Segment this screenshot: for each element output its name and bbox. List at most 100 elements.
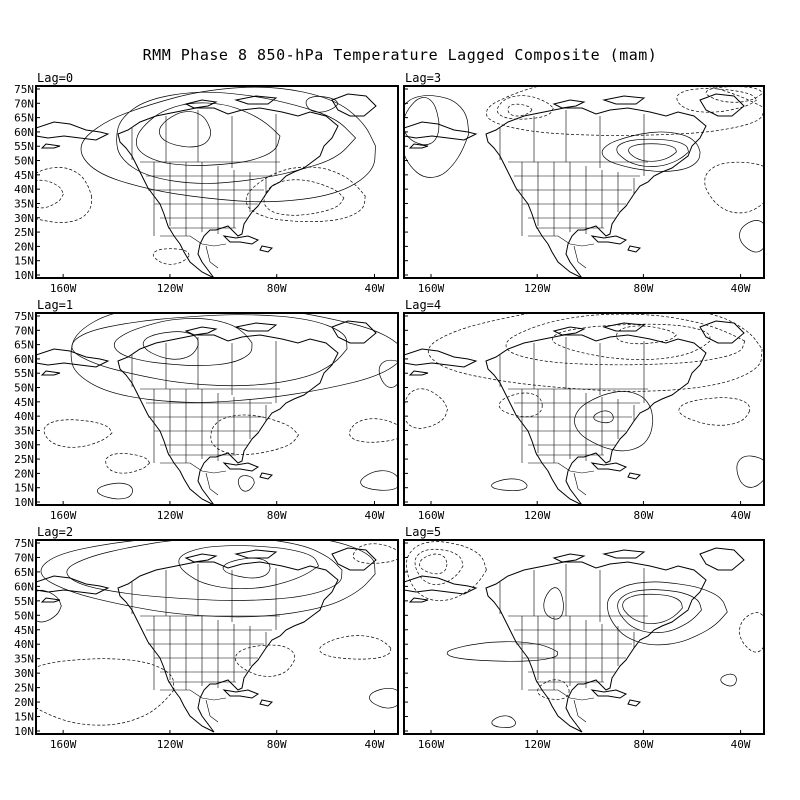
warm-anomaly-shading [66,540,343,601]
cool-anomaly-shading [352,543,398,564]
warm-anomaly-shading [593,410,614,424]
panel-frame [35,85,399,279]
lon-tick-label: 120W [157,509,184,522]
cool-anomaly-shading [263,179,345,216]
warm-anomaly-shading [622,593,683,624]
warm-anomaly-shading [178,545,320,590]
lat-tick-label: 25N [14,226,34,239]
cool-anomaly-shading [705,86,763,103]
map-panel-4: Lag=4 160W 120W 80W 40W [403,298,765,522]
lon-tick-label: 80W [267,282,287,295]
lon-tick-label: 40W [731,738,751,751]
panel-lag-label: Lag=2 [37,525,73,539]
lat-tick-label: 50N [14,609,34,622]
lat-tick-label: 40N [14,638,34,651]
lat-tick-label: 60N [14,580,34,593]
warm-anomaly-shading [113,318,253,367]
lon-tick-label: 80W [633,509,653,522]
panel-lag-label: Lag=1 [37,298,73,312]
cool-anomaly-shading [404,388,448,429]
lat-tick-label: 60N [14,353,34,366]
lat-tick-label: 65N [14,339,34,352]
warm-anomaly-shading [617,589,702,634]
lon-tick-label: 40W [365,738,385,751]
lat-tick-label: 10N [14,725,34,738]
warm-anomaly-shading [491,478,528,492]
lat-tick-label: 10N [14,269,34,282]
lat-tick-label: 25N [14,453,34,466]
map-field [404,540,764,734]
lat-tick-label: 30N [14,439,34,452]
warm-anomaly-shading [446,641,559,662]
lat-tick-label: 75N [14,83,34,96]
lat-tick-label: 55N [14,595,34,608]
lat-tick-label: 55N [14,367,34,380]
lat-tick-label: 40N [14,183,34,196]
panel-lag-label: Lag=3 [405,71,441,85]
warm-anomaly-shading [607,581,728,646]
lon-tick-label: 40W [731,282,751,295]
cool-anomaly-shading [245,166,366,223]
warm-anomaly-shading [601,131,701,172]
warm-anomaly-shading [96,482,133,500]
cool-anomaly-shading [419,553,448,575]
warm-anomaly-shading [305,96,339,113]
cool-anomaly-shading [210,414,299,455]
lat-tick-label: 20N [14,696,34,709]
map-field [36,540,398,734]
cool-anomaly-shading [676,88,758,113]
lon-tick-label: 160W [418,282,445,295]
warm-anomaly-shading [71,314,348,387]
lat-tick-label: 20N [14,467,34,480]
map-field [36,86,398,278]
panel-frame [403,312,765,506]
warm-anomaly-shading [574,390,654,452]
cool-anomaly-shading [496,95,554,120]
map-panel-2: Lag=3 160W 120W 80W 40W [403,71,765,295]
panel-lag-label: Lag=0 [37,71,73,85]
lat-tick-label: 65N [14,566,34,579]
lon-tick-label: 160W [418,738,445,751]
cool-anomaly-shading [498,392,543,418]
lat-tick-label: 75N [14,310,34,323]
warm-anomaly-shading [616,138,689,167]
lon-tick-label: 120W [524,509,551,522]
lon-tick-label: 160W [50,282,77,295]
panel-frame [35,312,399,506]
warm-anomaly-shading [404,95,470,178]
lat-tick-label: 35N [14,653,34,666]
lat-tick-label: 15N [14,711,34,724]
map-field [404,86,764,278]
warm-anomaly-shading [237,475,255,492]
lon-tick-label: 160W [50,509,77,522]
lat-tick-label: 20N [14,240,34,253]
lon-tick-label: 160W [50,738,77,751]
map-field [36,313,398,505]
lat-tick-label: 45N [14,169,34,182]
panel-frame [35,539,399,735]
cool-anomaly-shading [319,635,392,660]
figure-title: RMM Phase 8 850-hPa Temperature Lagged C… [142,46,658,64]
cool-anomaly-shading [43,419,113,448]
lon-tick-label: 40W [365,509,385,522]
cool-anomaly-shading [616,325,677,345]
warm-anomaly-shading [80,86,376,203]
lon-tick-label: 120W [157,282,184,295]
lat-tick-label: 30N [14,212,34,225]
lat-tick-label: 70N [14,97,34,110]
warm-anomaly-shading [491,715,516,728]
cool-anomaly-shading [414,548,464,585]
warm-anomaly-shading [40,540,376,618]
cool-anomaly-shading [505,313,746,366]
lat-tick-label: 35N [14,197,34,210]
lon-tick-label: 80W [267,509,287,522]
lat-tick-label: 50N [14,155,34,168]
lon-tick-label: 160W [418,509,445,522]
cool-anomaly-shading [105,453,151,474]
map-field [404,313,764,505]
warm-anomaly-shading [136,102,281,166]
lat-tick-label: 70N [14,324,34,337]
warm-anomaly-shading [378,359,398,388]
